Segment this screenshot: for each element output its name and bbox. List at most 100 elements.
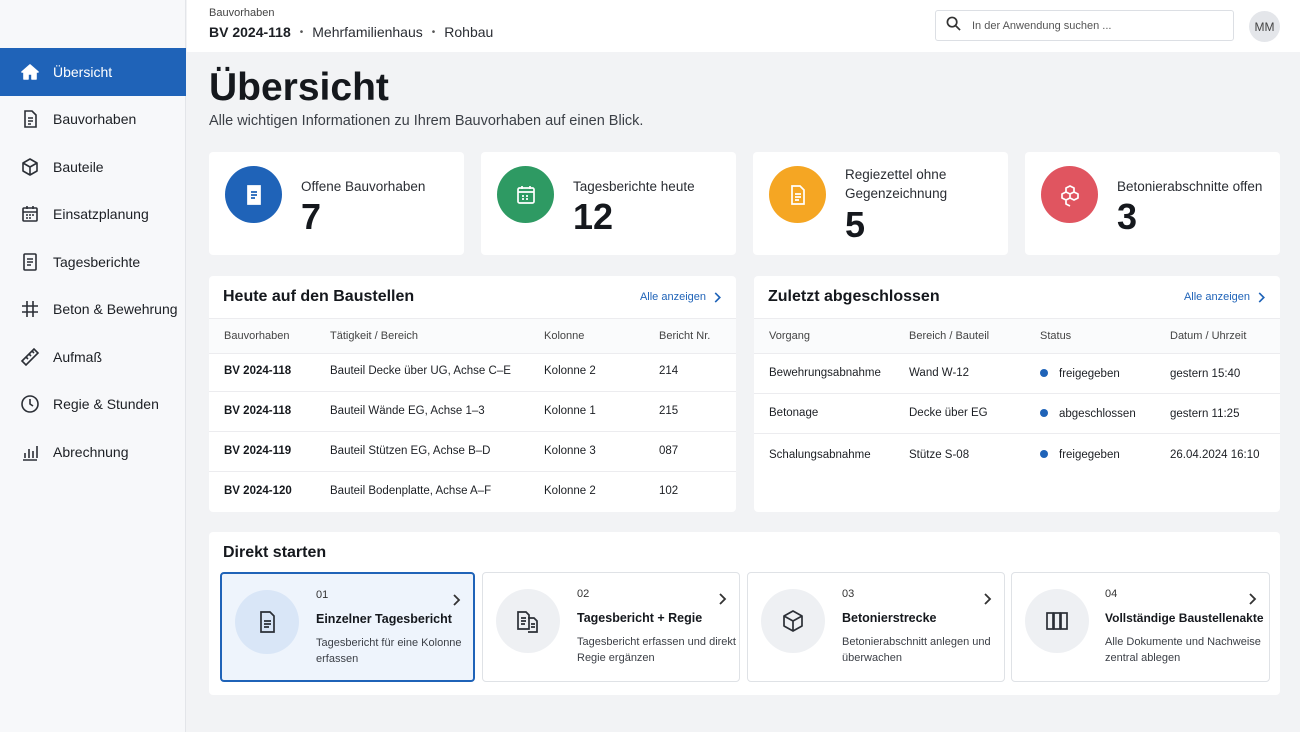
show-all-label: Alle anzeigen [1183,291,1250,303]
sidebar-item-label: Tagesberichte [53,253,141,270]
page-subtitle: Alle wichtigen Informationen zu Ihrem Ba… [209,113,644,129]
breadcrumb: BV 2024-118 • Mehrfamilienhaus • Rohbau [209,24,493,40]
cell-datetime: 26.04.2024 16:10 [1170,449,1260,461]
sidebar-item-bauvorhaben[interactable]: Bauvorhaben [0,96,186,144]
cell-crew: Kolonne 3 [544,445,596,457]
sidebar-item-beton-bewehrung[interactable]: Beton & Bewehrung [0,286,186,334]
breadcrumb-label: Bauvorhaben [209,7,275,19]
status-dot-icon [1040,449,1048,458]
table-header: Bauvorhaben Tätigkeit / Bereich Kolonne … [209,318,736,354]
chevron-right-icon [453,594,461,606]
sidebar-item-tagesberichte[interactable]: Tagesberichte [0,238,186,286]
column-header[interactable]: Bereich / Bauteil [909,330,990,342]
column-header[interactable]: Kolonne [544,330,585,342]
panel-recent: Zuletzt abgeschlossen Alle anzeigen Vorg… [754,276,1280,512]
table-header: Vorgang Bereich / Bauteil Status Datum /… [754,318,1280,354]
show-all-link[interactable]: Alle anzeigen [640,291,722,303]
chevron-right-icon [984,593,992,605]
document-icon [769,166,826,223]
table-row[interactable]: BV 2024-118 Bauteil Wände EG, Achse 1–3 … [209,392,736,432]
stat-card-offene-bauvorhaben[interactable]: Offene Bauvorhaben 7 [209,152,464,255]
panel-direct-start: Direkt starten 01 Einzelner Tagesbericht… [209,532,1280,695]
quick-start-title: Betonierstrecke [842,611,937,625]
sidebar-item-abrechnung[interactable]: Abrechnung [0,428,186,476]
table-row[interactable]: BV 2024-119 Bauteil Stützen EG, Achse B–… [209,432,736,472]
avatar[interactable]: MM [1249,11,1280,42]
show-all-link[interactable]: Alle anzeigen [1184,291,1266,303]
stat-card-betonierabschnitte[interactable]: Betonierabschnitte offen 3 [1025,152,1280,255]
cell-crew: Kolonne 2 [544,365,596,377]
stat-card-regiezettel[interactable]: Regiezettel ohne Gegenzeichnung 5 [753,152,1008,255]
search-box[interactable] [935,10,1234,41]
column-header[interactable]: Vorgang [769,330,810,342]
sidebar-item-label: Bauteile [53,158,104,175]
quick-start-number: 03 [842,588,855,600]
quick-start-title: Vollständige Baustellenakte [1105,611,1264,625]
cell-report: 214 [659,365,679,377]
quick-start-betonierstrecke[interactable]: 03 Betonierstrecke Betonierabschnitt anl… [747,572,1005,682]
sidebar: Übersicht Bauvorhaben Bauteile Einsatzpl… [0,0,186,732]
sidebar-item-aufmass[interactable]: Aufmaß [0,333,186,381]
quick-start-description: Tagesbericht erfassen und direkt Regie e… [577,636,736,664]
column-header[interactable]: Bericht Nr. [659,330,711,342]
column-header[interactable]: Bauvorhaben [224,330,290,342]
sidebar-item-bauteile[interactable]: Bauteile [0,143,186,191]
column-header[interactable]: Status [1040,330,1072,342]
stat-label: Betonierabschnitte offen [1117,179,1263,194]
binders-icon [1025,589,1089,653]
grid-icon [20,299,40,319]
sidebar-nav: Übersicht Bauvorhaben Bauteile Einsatzpl… [0,48,186,476]
panel-title: Zuletzt abgeschlossen [768,288,940,305]
stat-label: Tagesberichte heute [573,179,695,194]
cell-area: Stütze S-08 [909,449,970,461]
quick-start-einzelner-tagesbericht[interactable]: 01 Einzelner Tagesbericht Tagesbericht f… [220,572,475,682]
sidebar-item-regie-stunden[interactable]: Regie & Stunden [0,381,186,429]
cell-report: 215 [659,405,679,417]
cell-datetime: gestern 11:25 [1170,408,1240,420]
search-icon [946,16,961,36]
panel-today: Heute auf den Baustellen Alle anzeigen B… [209,276,736,512]
cell-project: BV 2024-120 [224,485,292,497]
cell-activity: Bauteil Wände EG, Achse 1–3 [330,405,485,417]
column-header[interactable]: Tätigkeit / Bereich [330,330,419,342]
breadcrumb-project[interactable]: BV 2024-118 [209,24,291,40]
cubes-icon [1041,166,1098,223]
sidebar-item-label: Einsatzplanung [53,206,149,223]
stat-value: 3 [1117,196,1138,237]
table-row[interactable]: Schalungsabnahme Stütze S-08 freigegeben… [754,434,1280,474]
table-row[interactable]: Betonage Decke über EG abgeschlossen ges… [754,394,1280,434]
status-label: abgeschlossen [1059,408,1136,420]
quick-start-description: Betonierabschnitt anlegen und überwachen [842,636,991,664]
chevron-right-icon [719,593,727,605]
cell-crew: Kolonne 2 [544,485,596,497]
page-title: Übersicht [209,66,389,109]
column-header[interactable]: Datum / Uhrzeit [1170,330,1247,342]
panel-title: Heute auf den Baustellen [223,288,415,305]
cell-activity: Bauteil Stützen EG, Achse B–D [330,445,491,457]
documents-icon [496,589,560,653]
clock-icon [20,394,40,414]
chevron-right-icon [1249,593,1257,605]
quick-start-baustellenakte[interactable]: 04 Vollständige Baustellenakte Alle Doku… [1011,572,1270,682]
table-row[interactable]: BV 2024-120 Bauteil Bodenplatte, Achse A… [209,472,736,512]
cell-report: 087 [659,445,679,457]
calendar-icon [20,204,40,224]
quick-start-description: Tagesbericht für eine Kolonne erfassen [316,637,462,665]
bar-chart-icon [20,442,40,462]
cell-project: BV 2024-118 [224,405,292,417]
document-icon [225,166,282,223]
show-all-label: Alle anzeigen [639,291,706,303]
chevron-right-icon [1258,291,1265,303]
cell-area: Wand W-12 [909,367,970,379]
topbar: Bauvorhaben BV 2024-118 • Mehrfamilienha… [187,0,1300,52]
stat-card-tagesberichte-heute[interactable]: Tagesberichte heute 12 [481,152,736,255]
sidebar-item-uebersicht[interactable]: Übersicht [0,48,186,96]
search-input[interactable] [972,19,1222,32]
status-badge: freigegeben [1040,449,1120,461]
cell-report: 102 [659,485,679,497]
breadcrumb-phase: Rohbau [444,24,494,40]
sidebar-item-einsatzplanung[interactable]: Einsatzplanung [0,191,186,239]
table-row[interactable]: BV 2024-118 Bauteil Decke über UG, Achse… [209,352,736,392]
quick-start-tagesbericht-regie[interactable]: 02 Tagesbericht + Regie Tagesbericht erf… [482,572,740,682]
table-row[interactable]: Bewehrungsabnahme Wand W-12 freigegeben … [754,354,1280,394]
